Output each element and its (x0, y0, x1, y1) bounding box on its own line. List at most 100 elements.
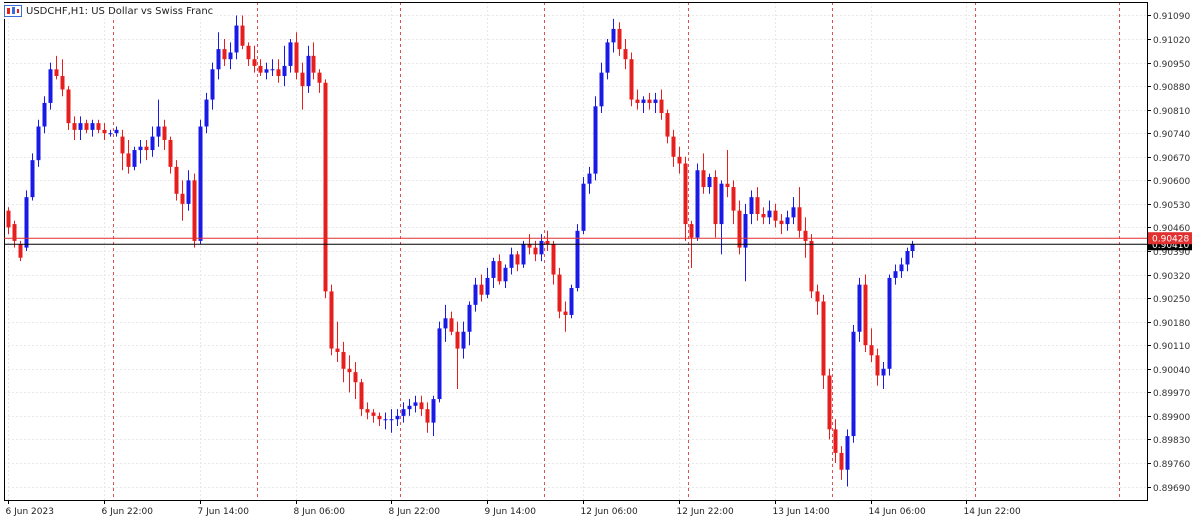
y-tick-label: 0.90880 (1153, 83, 1190, 93)
candle-body (359, 382, 364, 410)
candle (557, 267, 562, 319)
candle-body (413, 402, 418, 406)
candle (815, 284, 820, 315)
candle (294, 32, 299, 80)
candle-body (851, 331, 856, 437)
y-axis: 0.91090 0.91020 0.90950 0.90880 0.90810 0.907… (1147, 12, 1190, 494)
candle (222, 39, 227, 66)
candle-body (713, 176, 718, 225)
candle (731, 180, 736, 225)
candle (216, 32, 221, 80)
candle-body (599, 72, 604, 107)
candle (827, 368, 832, 440)
candle-body (323, 82, 328, 292)
candle (347, 355, 352, 393)
candle-body (443, 318, 448, 329)
candle (162, 119, 167, 151)
candle (671, 129, 676, 167)
candle (210, 62, 215, 110)
candle-body (120, 136, 125, 154)
y-tick-label: 0.90950 (1153, 60, 1190, 70)
candle (599, 62, 604, 114)
candle (467, 301, 472, 346)
candle-body (659, 99, 664, 114)
candle (623, 39, 628, 70)
candle (258, 59, 263, 77)
candle-body (701, 170, 706, 188)
candle-body (707, 176, 712, 188)
candle (204, 92, 209, 134)
candle (737, 200, 742, 255)
candle-body (910, 244, 915, 251)
y-tick-label: 0.89760 (1153, 460, 1190, 470)
candle (341, 341, 346, 383)
y-tick-label: 0.89970 (1153, 389, 1190, 399)
candle (431, 395, 436, 437)
y-tick-label: 0.89900 (1153, 413, 1190, 423)
candle (485, 267, 490, 299)
candle (845, 429, 850, 487)
candle-body (156, 126, 161, 137)
candle-body (827, 375, 832, 430)
candle-body (893, 271, 898, 278)
candle-body (282, 65, 287, 77)
candle (6, 207, 11, 235)
x-tick-label: 13 Jun 14:00 (773, 507, 830, 517)
candle (126, 139, 131, 174)
candle (767, 200, 772, 225)
candle (755, 187, 760, 221)
candle (665, 109, 670, 144)
candle (389, 409, 394, 433)
candle-body (455, 331, 460, 349)
x-tick-label: 6 Jun 22:00 (102, 507, 154, 517)
candle (264, 62, 269, 80)
chart-window-icon (4, 5, 22, 17)
candle (311, 42, 316, 80)
candle-body (653, 99, 658, 103)
candle (192, 173, 197, 248)
candle-body (264, 69, 269, 73)
bid-price-tag (1148, 232, 1192, 245)
candle-body (527, 244, 532, 248)
candle-body (671, 136, 676, 157)
chart-title-bar: USDCHF,H1: US Dollar vs Swiss Franc (4, 3, 218, 19)
candle-body (437, 328, 442, 400)
candle-body (66, 89, 71, 124)
candle-body (665, 113, 670, 137)
candle (779, 213, 784, 235)
candle-body (407, 405, 412, 410)
candle (437, 321, 442, 403)
candle-body (791, 207, 796, 218)
candle-body (605, 42, 610, 73)
candle-body (383, 419, 388, 421)
candle (180, 180, 185, 221)
candle-body (48, 69, 53, 103)
candle-body (365, 409, 370, 413)
bid-price-label: 0.90428 (1152, 235, 1189, 245)
candle (108, 129, 113, 137)
candle (168, 136, 173, 174)
candle-body (12, 224, 17, 241)
candle (407, 399, 412, 416)
candle-body (222, 49, 227, 60)
candle-body (779, 220, 784, 225)
candle-body (240, 25, 245, 46)
candle (797, 187, 802, 238)
candle (198, 119, 203, 245)
candle-body (461, 331, 466, 349)
candle-body (887, 277, 892, 369)
y-tick-label: 0.89830 (1153, 436, 1190, 446)
candle (240, 15, 245, 50)
candle (869, 328, 874, 363)
candle (563, 301, 568, 332)
candle-body (234, 25, 239, 53)
candle (78, 116, 83, 140)
candle-body (102, 129, 107, 134)
candle-body (258, 65, 263, 73)
candle-body (695, 170, 700, 238)
candle (587, 166, 592, 194)
candle (156, 99, 161, 147)
candle-body (635, 99, 640, 103)
